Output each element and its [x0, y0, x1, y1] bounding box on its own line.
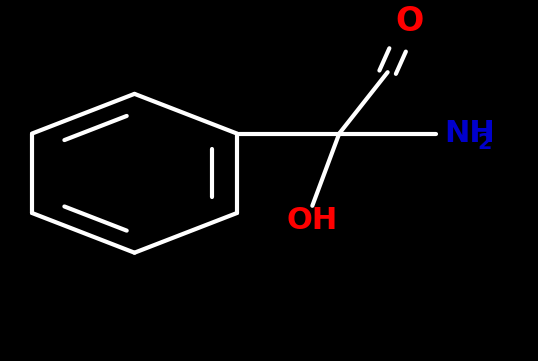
Text: OH: OH [287, 206, 338, 235]
Text: 2: 2 [478, 132, 492, 153]
Text: O: O [395, 5, 423, 38]
Text: NH: NH [444, 119, 495, 148]
